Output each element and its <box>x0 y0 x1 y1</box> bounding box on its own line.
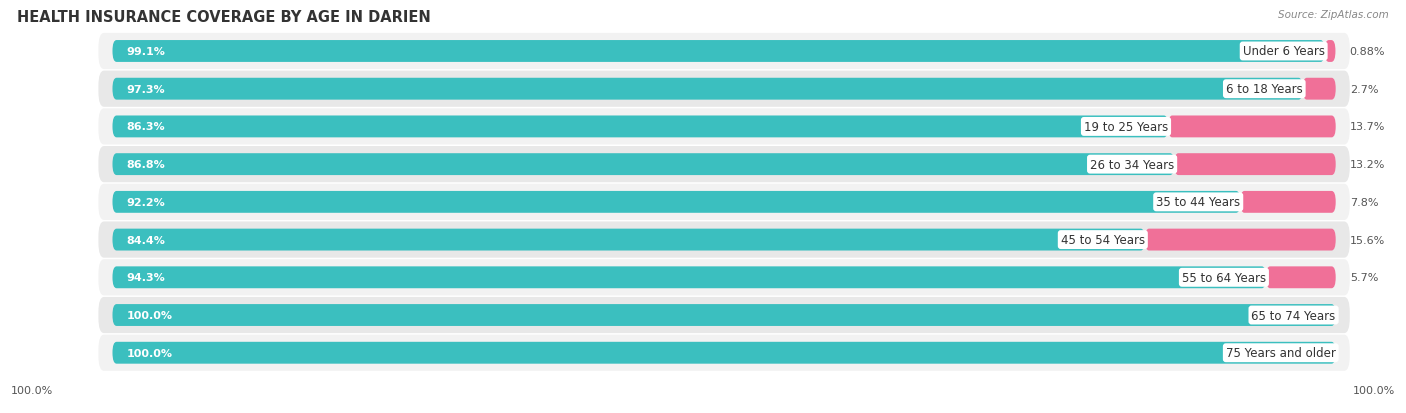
Text: 84.4%: 84.4% <box>127 235 166 245</box>
Text: 65 to 74 Years: 65 to 74 Years <box>1251 309 1336 322</box>
Text: 26 to 34 Years: 26 to 34 Years <box>1090 158 1174 171</box>
Text: 100.0%: 100.0% <box>127 310 173 320</box>
FancyBboxPatch shape <box>1303 78 1336 100</box>
Text: 45 to 54 Years: 45 to 54 Years <box>1060 233 1144 247</box>
Text: HEALTH INSURANCE COVERAGE BY AGE IN DARIEN: HEALTH INSURANCE COVERAGE BY AGE IN DARI… <box>17 10 430 25</box>
FancyBboxPatch shape <box>112 342 1336 364</box>
Text: 13.7%: 13.7% <box>1350 122 1385 132</box>
FancyBboxPatch shape <box>98 335 1350 371</box>
Text: 7.8%: 7.8% <box>1350 197 1378 207</box>
FancyBboxPatch shape <box>98 184 1350 221</box>
FancyBboxPatch shape <box>112 154 1174 176</box>
FancyBboxPatch shape <box>1174 154 1336 176</box>
Text: 94.3%: 94.3% <box>127 273 166 282</box>
Text: Under 6 Years: Under 6 Years <box>1243 45 1324 58</box>
FancyBboxPatch shape <box>1265 267 1336 289</box>
Text: 75 Years and older: 75 Years and older <box>1226 347 1336 359</box>
FancyBboxPatch shape <box>1144 229 1336 251</box>
Text: 35 to 44 Years: 35 to 44 Years <box>1156 196 1240 209</box>
Text: 5.7%: 5.7% <box>1350 273 1378 282</box>
FancyBboxPatch shape <box>112 304 1336 326</box>
Text: 13.2%: 13.2% <box>1350 160 1385 170</box>
FancyBboxPatch shape <box>112 41 1324 63</box>
Text: 6 to 18 Years: 6 to 18 Years <box>1226 83 1303 96</box>
Text: 100.0%: 100.0% <box>127 348 173 358</box>
FancyBboxPatch shape <box>98 297 1350 333</box>
Text: 19 to 25 Years: 19 to 25 Years <box>1084 121 1168 133</box>
Text: 0.88%: 0.88% <box>1350 47 1385 57</box>
FancyBboxPatch shape <box>112 267 1265 289</box>
FancyBboxPatch shape <box>98 34 1350 70</box>
FancyBboxPatch shape <box>1240 192 1336 213</box>
FancyBboxPatch shape <box>112 116 1168 138</box>
Text: 92.2%: 92.2% <box>127 197 166 207</box>
Text: 86.3%: 86.3% <box>127 122 165 132</box>
Text: 2.7%: 2.7% <box>1350 85 1378 95</box>
Text: 100.0%: 100.0% <box>1353 385 1395 395</box>
FancyBboxPatch shape <box>98 147 1350 183</box>
FancyBboxPatch shape <box>112 78 1303 100</box>
Text: 100.0%: 100.0% <box>11 385 53 395</box>
Text: 97.3%: 97.3% <box>127 85 165 95</box>
FancyBboxPatch shape <box>1168 116 1336 138</box>
FancyBboxPatch shape <box>98 109 1350 145</box>
FancyBboxPatch shape <box>1324 41 1336 63</box>
FancyBboxPatch shape <box>98 222 1350 258</box>
FancyBboxPatch shape <box>98 259 1350 296</box>
FancyBboxPatch shape <box>112 192 1240 213</box>
Text: 99.1%: 99.1% <box>127 47 166 57</box>
Text: 55 to 64 Years: 55 to 64 Years <box>1182 271 1265 284</box>
FancyBboxPatch shape <box>112 229 1144 251</box>
Text: Source: ZipAtlas.com: Source: ZipAtlas.com <box>1278 10 1389 20</box>
Text: 15.6%: 15.6% <box>1350 235 1385 245</box>
FancyBboxPatch shape <box>98 71 1350 107</box>
Text: 86.8%: 86.8% <box>127 160 166 170</box>
